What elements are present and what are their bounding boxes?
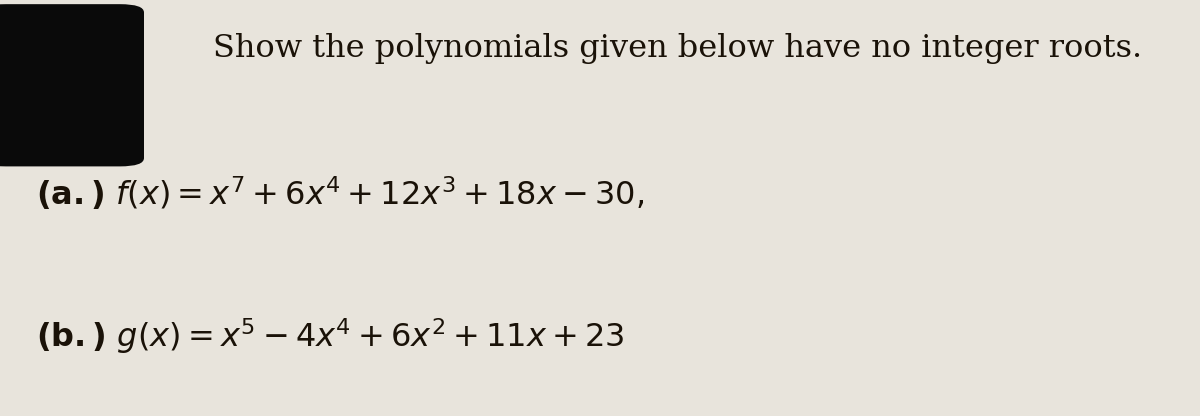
FancyBboxPatch shape: [0, 4, 144, 166]
Text: $\mathbf{(a.)}$ $f(x) = x^7 + 6x^4 + 12x^3 + 18x - 30,$: $\mathbf{(a.)}$ $f(x) = x^7 + 6x^4 + 12x…: [36, 175, 644, 213]
Text: Show the polynomials given below have no integer roots.: Show the polynomials given below have no…: [214, 33, 1142, 64]
Text: $\mathbf{(b.)}$ $g(x) = x^5 - 4x^4 + 6x^2 + 11x + 23$: $\mathbf{(b.)}$ $g(x) = x^5 - 4x^4 + 6x^…: [36, 316, 624, 356]
